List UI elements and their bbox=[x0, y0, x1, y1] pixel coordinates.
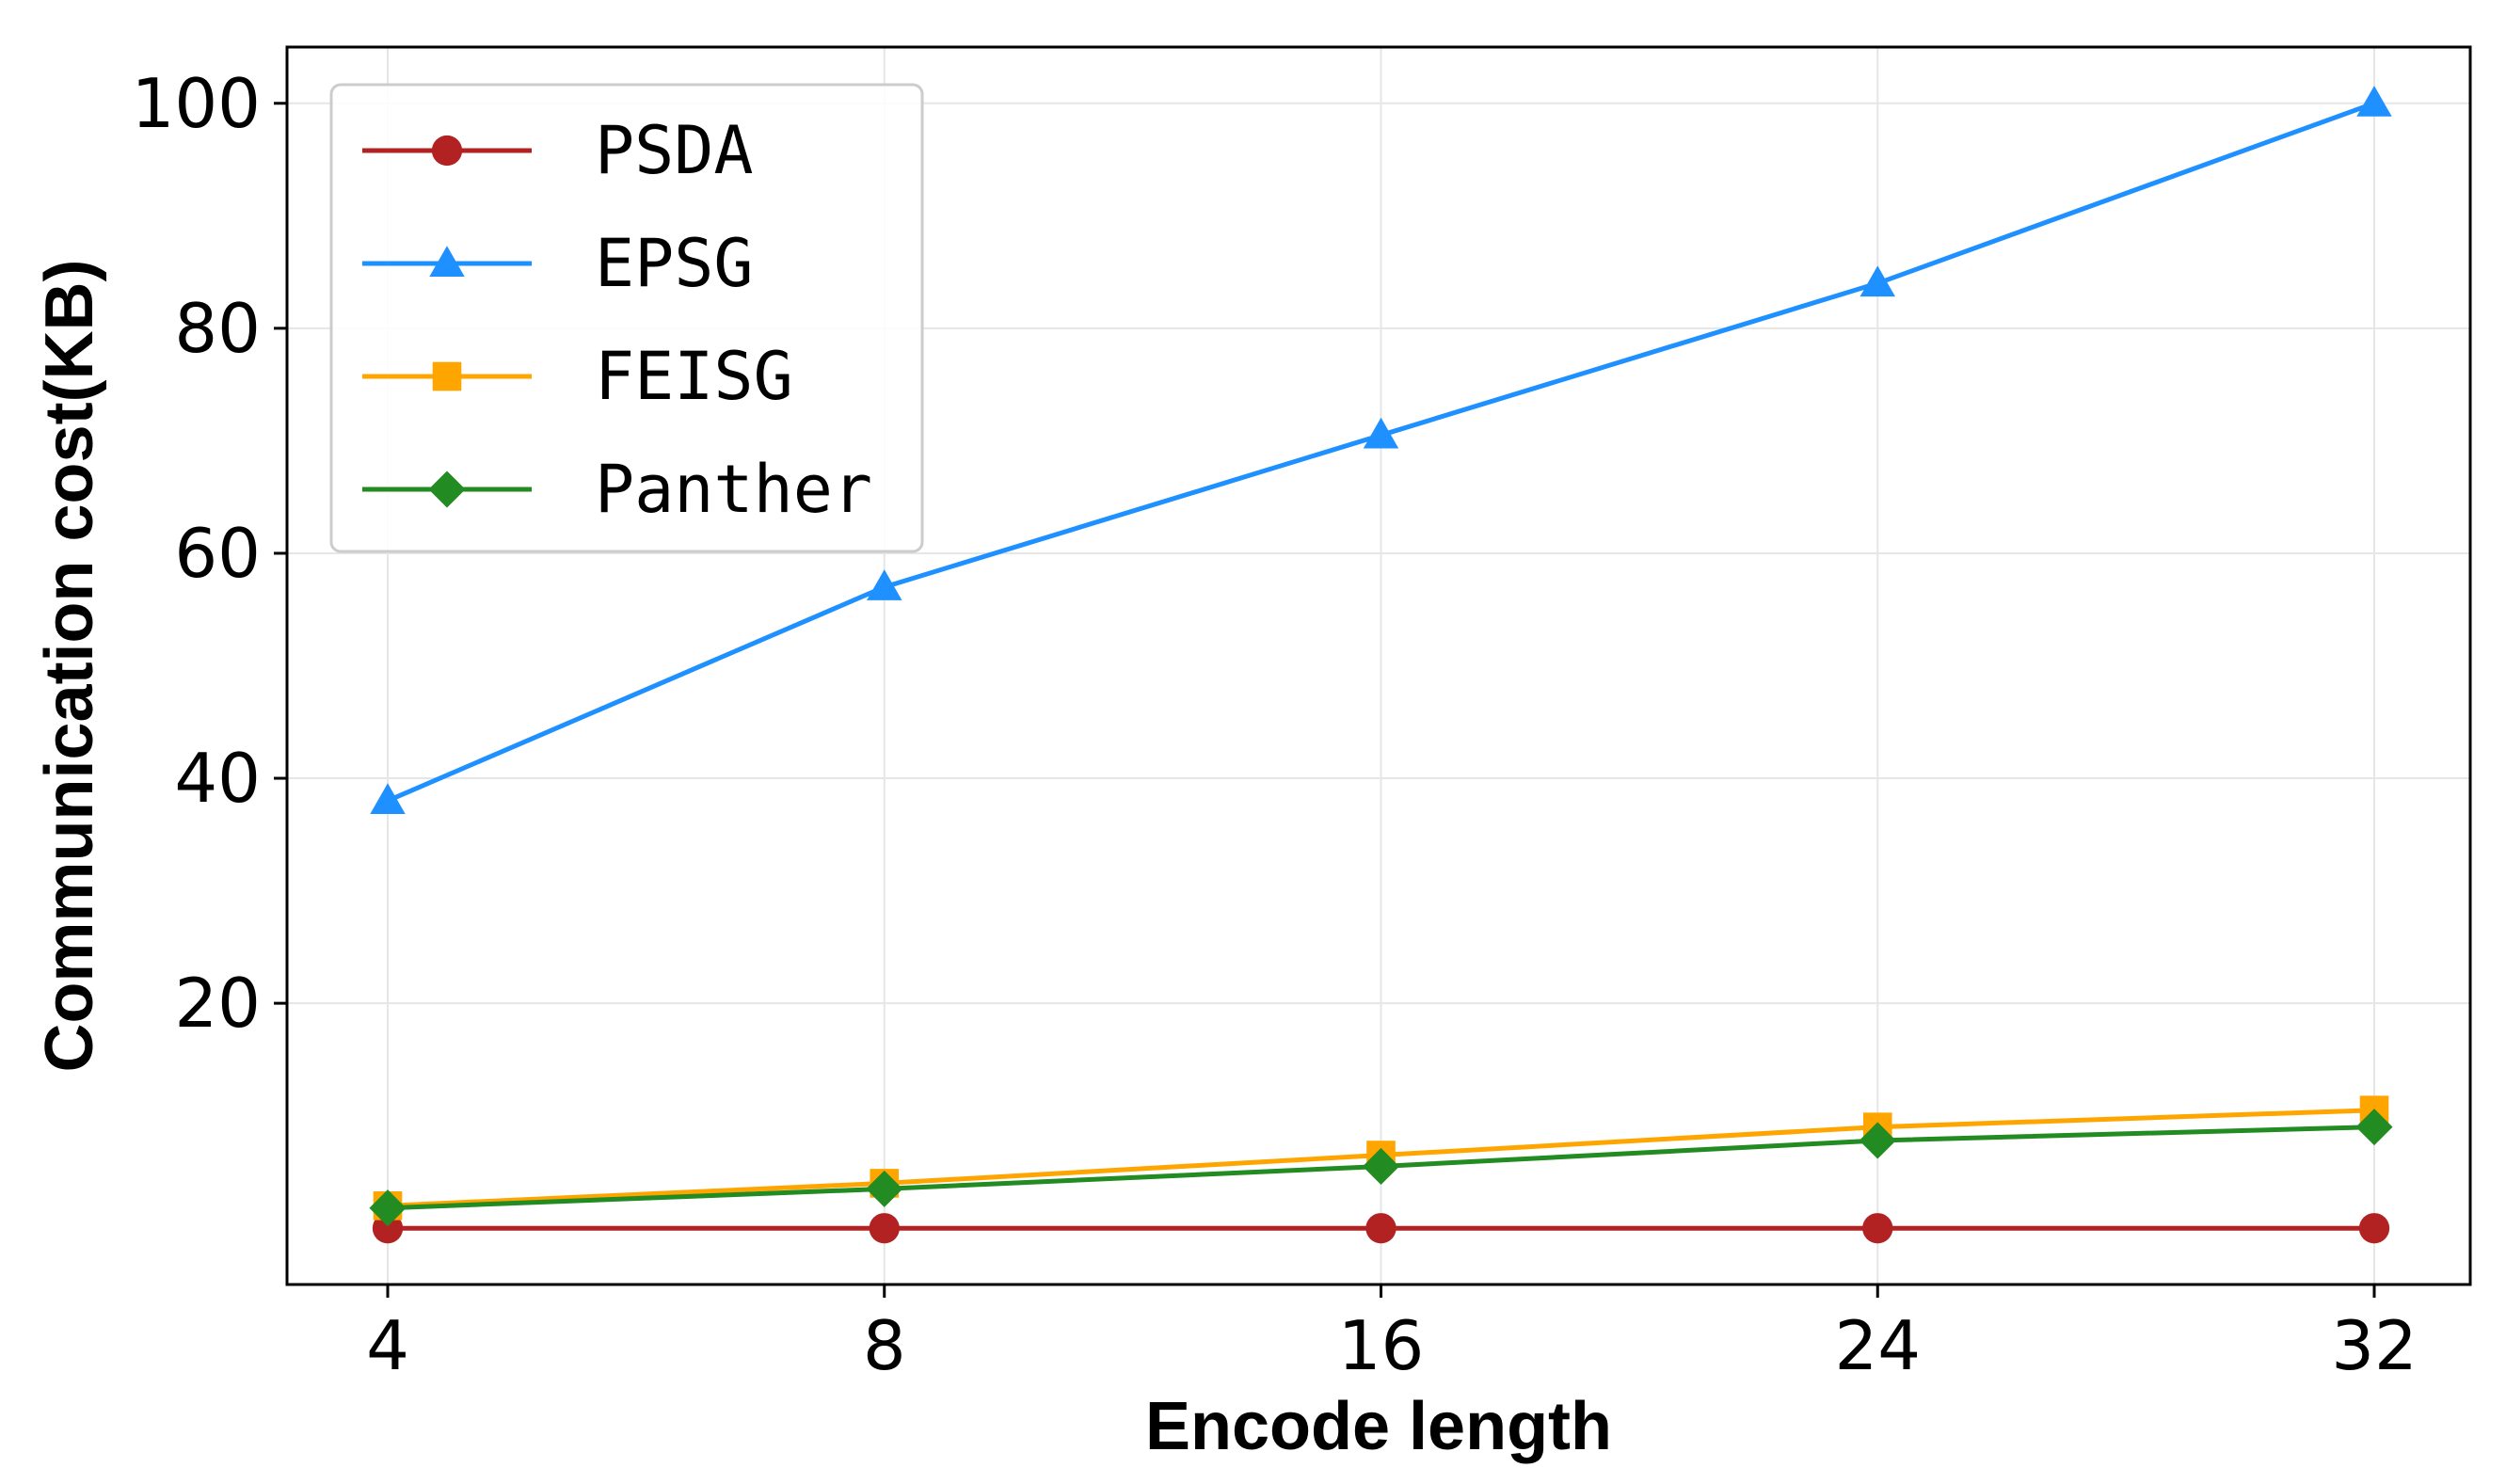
data-point-psda bbox=[869, 1213, 900, 1244]
legend-label-feisg: FEISG bbox=[595, 338, 793, 415]
legend: PSDA EPSG FEISG Panther bbox=[329, 83, 924, 553]
legend-marker-epsg bbox=[429, 246, 465, 278]
x-axis-ticks: 4 8 16 24 32 bbox=[366, 1285, 2418, 1385]
x-tick-label: 4 bbox=[366, 1306, 409, 1385]
data-point-psda bbox=[1365, 1213, 1397, 1244]
legend-label-psda: PSDA bbox=[595, 112, 754, 189]
data-point-panther bbox=[1859, 1122, 1896, 1159]
data-point-panther bbox=[2355, 1109, 2393, 1146]
legend-label-epsg: EPSG bbox=[595, 225, 754, 302]
legend-box bbox=[329, 83, 924, 553]
data-point-psda bbox=[372, 1213, 404, 1244]
x-tick-label: 8 bbox=[863, 1306, 906, 1385]
legend-marker-feisg bbox=[432, 361, 462, 391]
legend-label-panther: Panther bbox=[595, 451, 872, 528]
data-point-psda bbox=[1862, 1213, 1893, 1244]
data-point-psda bbox=[2358, 1213, 2390, 1244]
y-tick-label: 40 bbox=[174, 739, 261, 818]
y-tick-label: 60 bbox=[174, 514, 261, 593]
y-axis-title: Communication cost(KB) bbox=[32, 260, 107, 1073]
x-tick-label: 32 bbox=[2331, 1306, 2418, 1385]
legend-marker-panther bbox=[428, 471, 466, 508]
series-markers bbox=[369, 86, 2393, 1244]
data-point-epsg bbox=[1363, 417, 1399, 449]
y-axis-ticks: 20 40 60 80 100 bbox=[132, 64, 287, 1043]
x-tick-label: 24 bbox=[1834, 1306, 1921, 1385]
plot-frame bbox=[285, 45, 2472, 1286]
data-point-epsg bbox=[867, 569, 902, 600]
data-point-panther bbox=[866, 1170, 903, 1207]
y-tick-label: 100 bbox=[132, 64, 261, 143]
y-tick-label: 20 bbox=[174, 964, 261, 1043]
data-point-epsg bbox=[1860, 265, 1895, 297]
x-axis-title: Encode length bbox=[1145, 1389, 1612, 1464]
x-tick-label: 16 bbox=[1338, 1306, 1425, 1385]
data-point-panther bbox=[369, 1189, 407, 1227]
legend-marker-psda bbox=[431, 135, 463, 167]
data-point-epsg bbox=[2356, 86, 2392, 117]
data-point-panther bbox=[1362, 1147, 1400, 1186]
data-point-epsg bbox=[370, 783, 406, 814]
y-tick-label: 80 bbox=[174, 289, 261, 368]
